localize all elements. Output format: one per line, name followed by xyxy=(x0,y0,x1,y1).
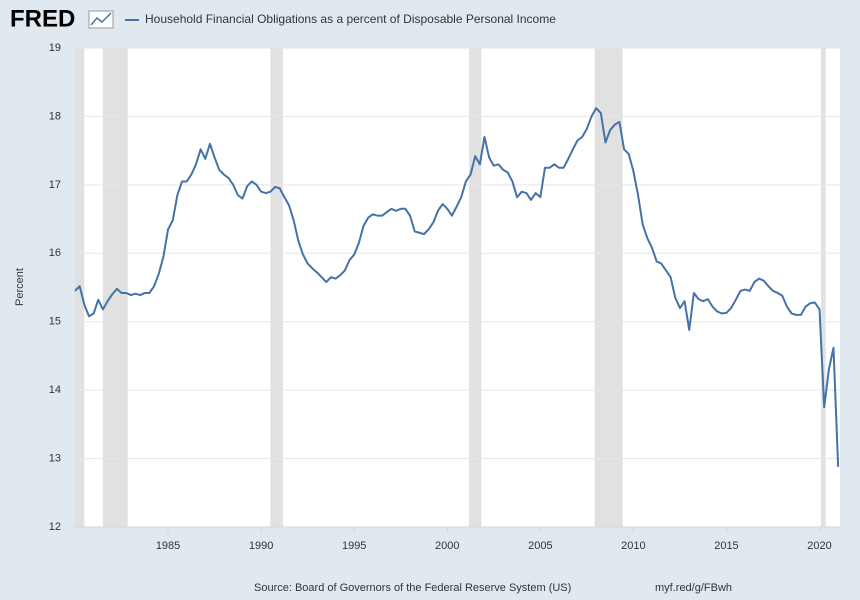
y-tick-label: 13 xyxy=(49,452,61,464)
y-axis-label: Percent xyxy=(14,268,26,306)
series-line xyxy=(74,107,840,467)
recession-band xyxy=(821,48,826,527)
x-tick-label: 1985 xyxy=(156,540,180,552)
logo: FRED xyxy=(10,5,75,32)
x-tick-label: 1995 xyxy=(342,540,366,552)
y-tick-label: 18 xyxy=(49,110,61,122)
plot-area xyxy=(75,48,840,527)
link[interactable]: myf.red/g/FBwh xyxy=(655,582,732,594)
x-tick-label: 1990 xyxy=(249,540,273,552)
recession-band xyxy=(102,48,128,527)
source: Source: Board of Governors of the Federa… xyxy=(254,582,571,594)
x-tick-label: 2015 xyxy=(714,540,738,552)
y-tick-label: 15 xyxy=(49,316,61,328)
logo-icon xyxy=(88,10,114,29)
logo-icon-line xyxy=(90,12,112,26)
recession-band xyxy=(594,48,623,527)
x-tick-label: 2000 xyxy=(435,540,459,552)
y-tick-label: 12 xyxy=(49,521,61,533)
legend-label: Household Financial Obligations as a per… xyxy=(145,12,556,26)
y-tick-label: 14 xyxy=(49,384,61,396)
x-tick-label: 2005 xyxy=(528,540,552,552)
recession-band xyxy=(469,48,482,527)
y-tick-label: 17 xyxy=(49,179,61,191)
x-tick-label: 2010 xyxy=(621,540,645,552)
y-tick-label: 16 xyxy=(49,247,61,259)
y-tick-label: 19 xyxy=(49,42,61,54)
recession-band xyxy=(270,48,283,527)
x-tick-label: 2020 xyxy=(807,540,831,552)
